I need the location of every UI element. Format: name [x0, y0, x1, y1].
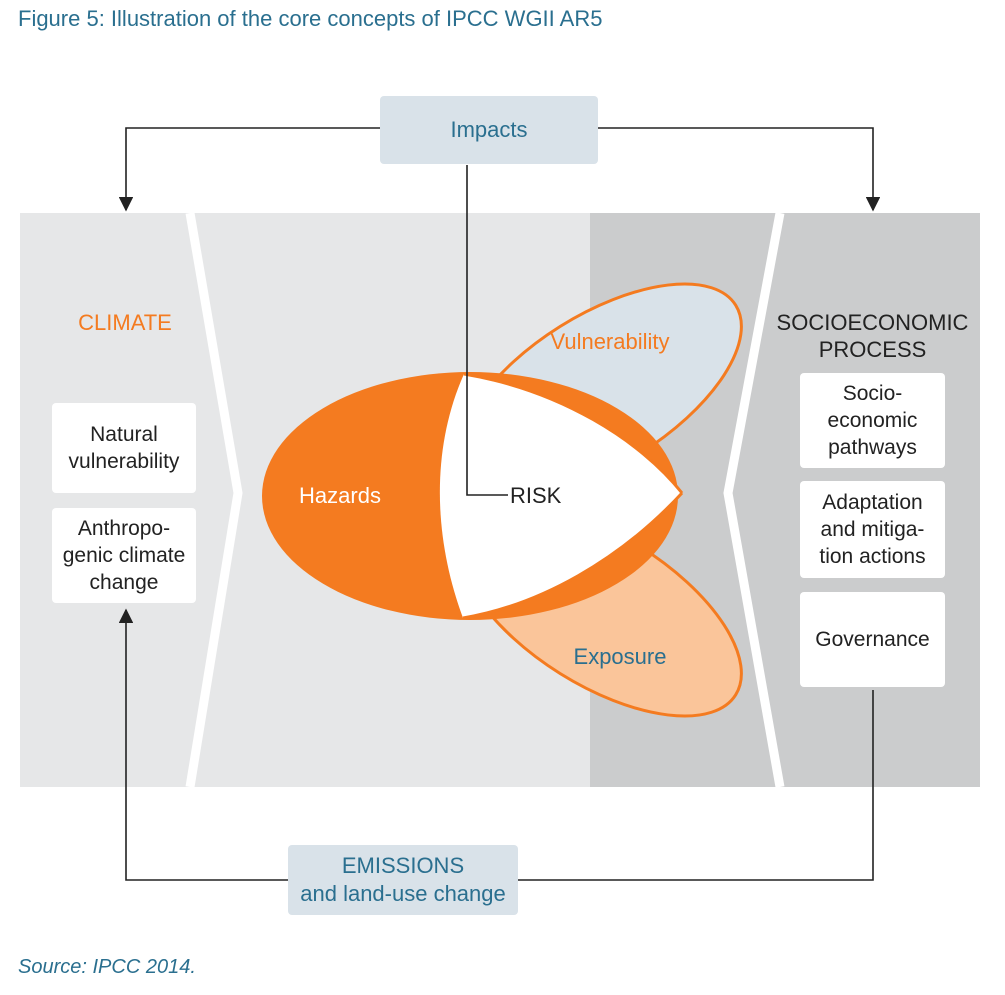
emissions-box: EMISSIONS and land-use change	[288, 845, 518, 915]
adaptation-mitigation-box: Adaptation and mitiga- tion actions	[800, 481, 945, 578]
emissions-right-line	[518, 690, 874, 881]
impacts-right-arrow	[598, 127, 881, 212]
socioeconomic-pathways-box: Socio- economic pathways	[800, 373, 945, 468]
impacts-left-arrow	[118, 127, 380, 212]
exposure-label: Exposure	[573, 644, 667, 669]
governance-box: Governance	[800, 592, 945, 687]
emissions-line2: and land-use change	[300, 881, 506, 906]
socio-heading: SOCIOECONOMIC PROCESS	[776, 310, 969, 362]
climate-heading: CLIMATE	[78, 310, 172, 335]
socio-divider	[723, 212, 785, 788]
emissions-left-arrow	[118, 608, 288, 881]
hazards-label: Hazards	[299, 483, 381, 508]
impacts-label: Impacts	[450, 117, 528, 142]
risk-core-top-edge	[463, 372, 684, 494]
figure-title: Figure 5: Illustration of the core conce…	[18, 6, 603, 31]
anthropogenic-climate-change-box: Anthropo- genic climate change	[52, 508, 196, 603]
impacts-box: Impacts	[380, 96, 598, 164]
risk-core-bottom-edge	[462, 491, 684, 620]
impacts-risk-line	[466, 165, 508, 496]
risk-label: RISK	[510, 483, 562, 508]
source-note: Source: IPCC 2014.	[18, 956, 196, 978]
emissions-line1: EMISSIONS	[341, 853, 465, 878]
natural-vulnerability-box: Natural vulnerability	[52, 403, 196, 493]
vulnerability-label: Vulnerability	[550, 329, 670, 354]
risk-core	[439, 374, 682, 618]
climate-divider	[185, 212, 243, 788]
